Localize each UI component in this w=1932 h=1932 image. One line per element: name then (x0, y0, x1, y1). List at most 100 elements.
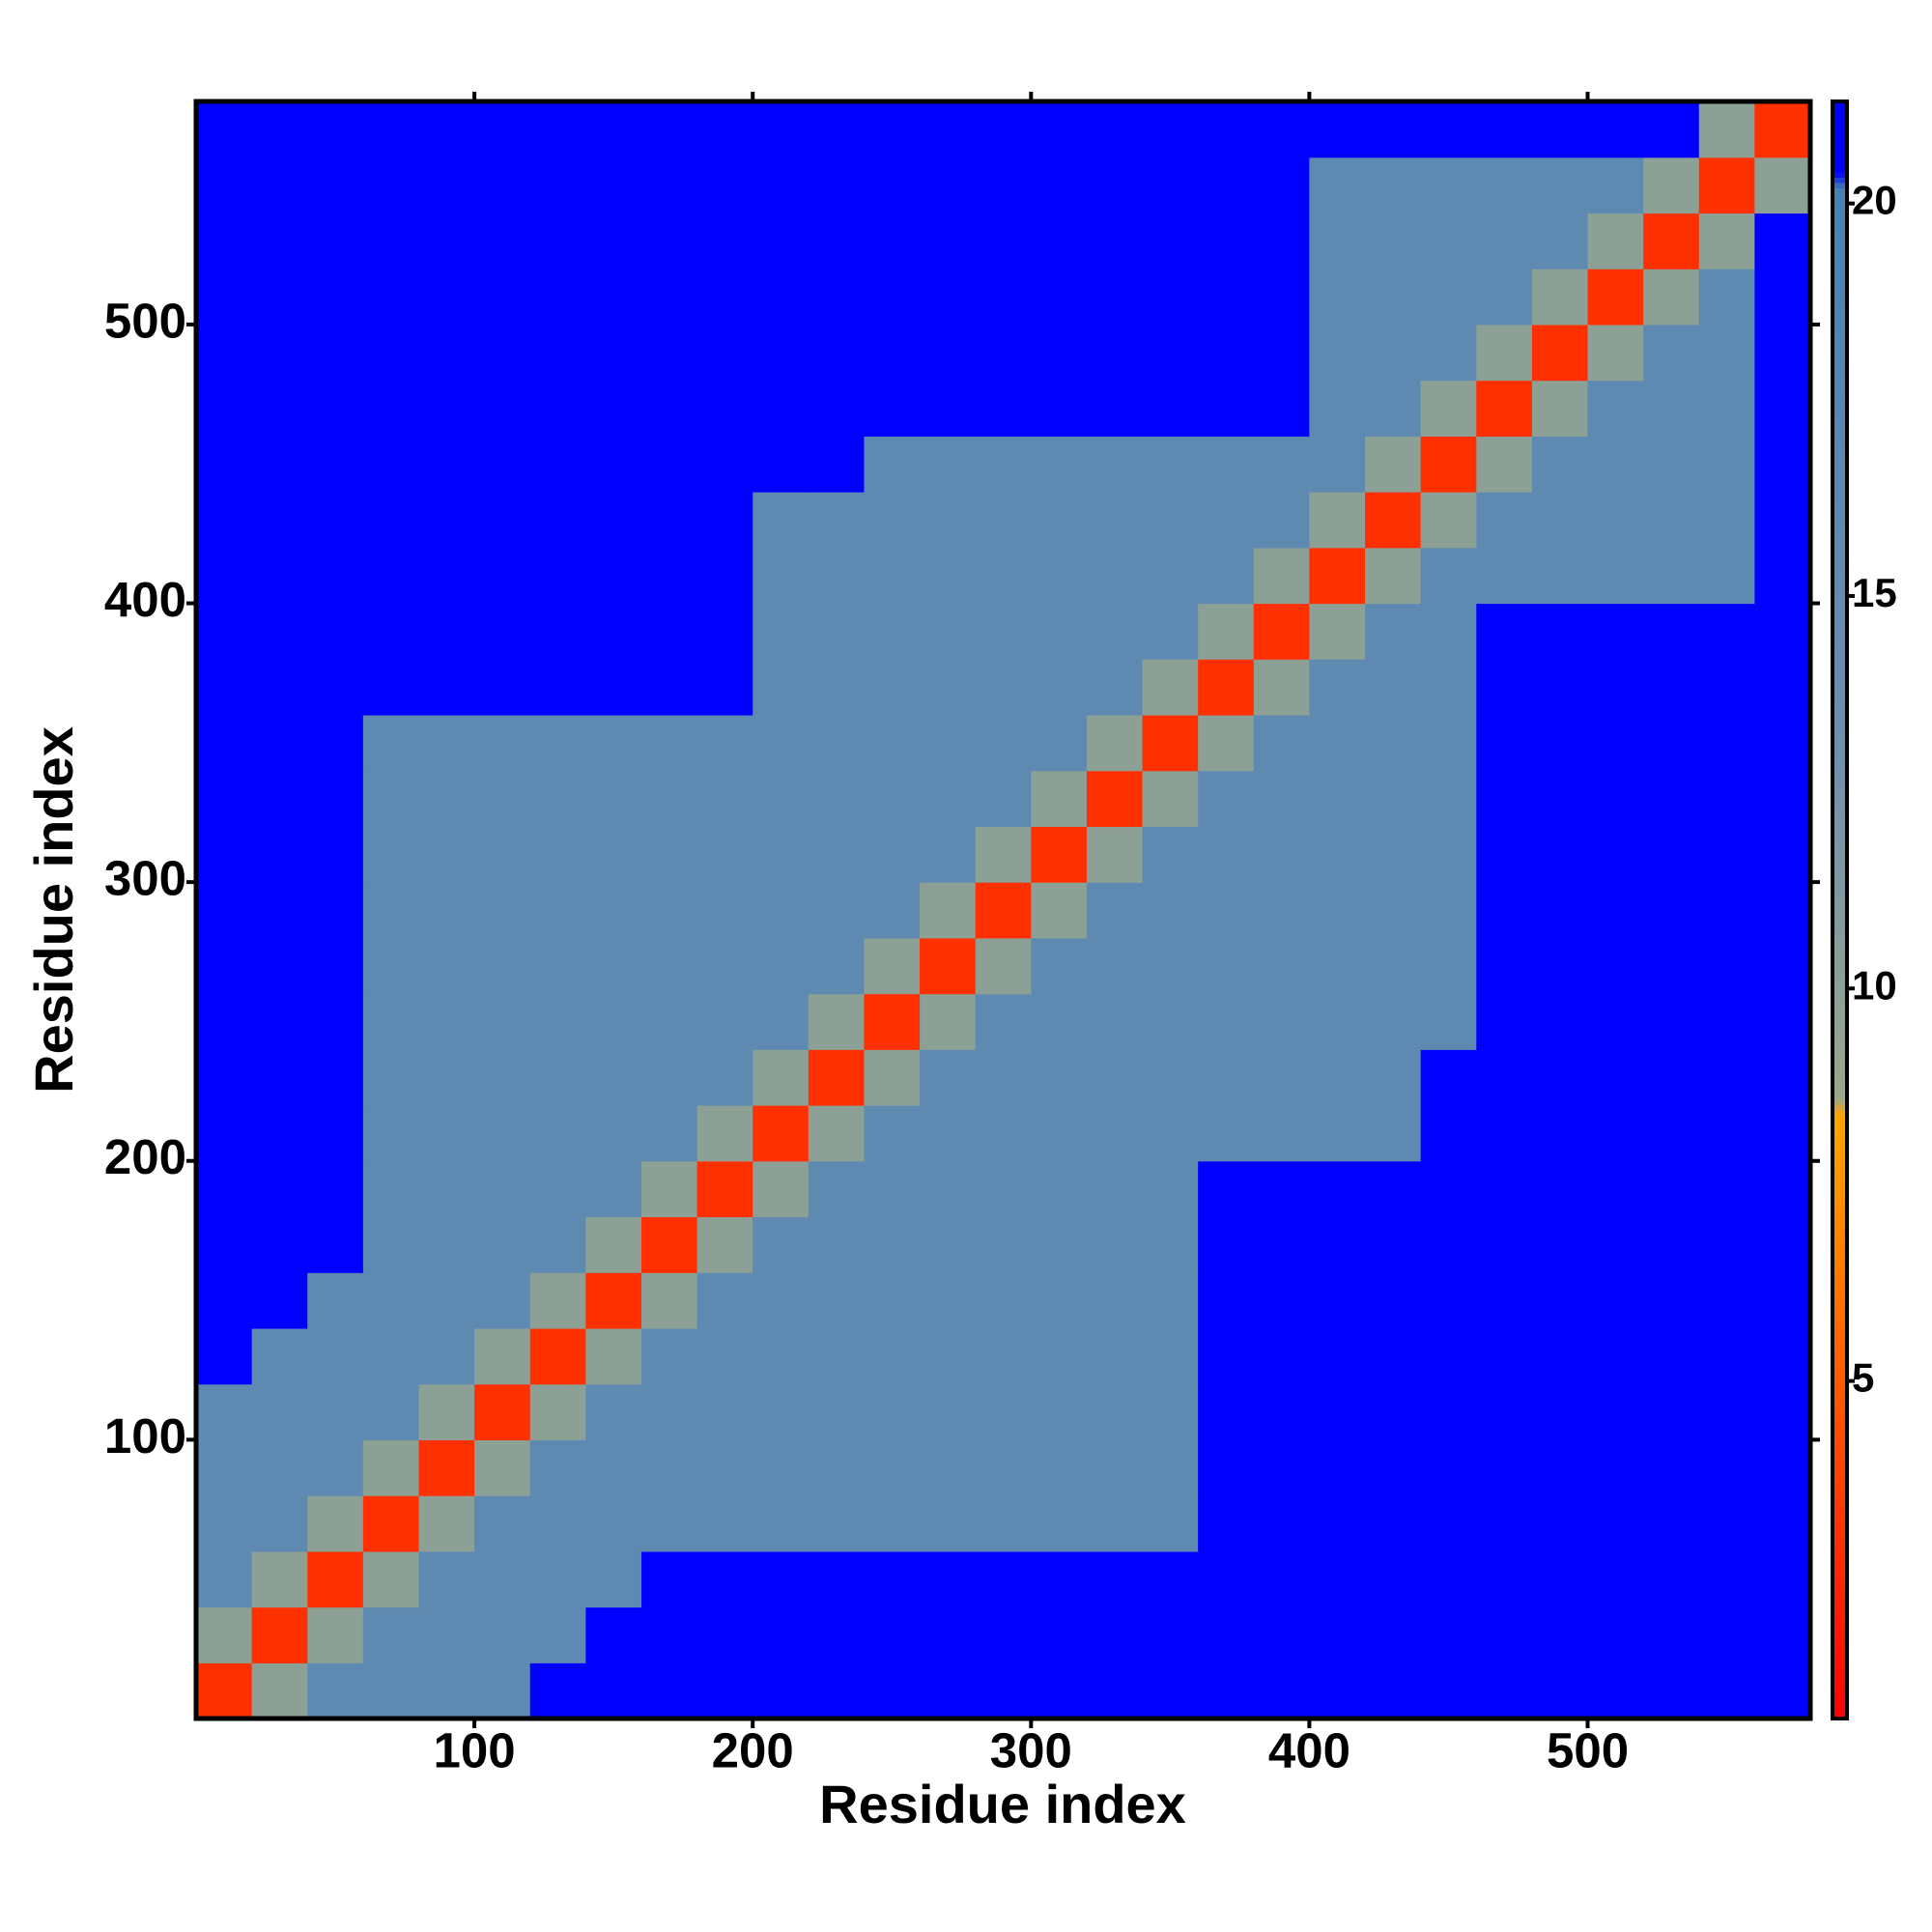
heatmap-cell (1698, 1439, 1755, 1496)
heatmap-cell (196, 380, 253, 437)
heatmap-cell (1309, 269, 1366, 326)
heatmap-cell (1643, 1662, 1700, 1719)
heatmap-cell (975, 1049, 1032, 1106)
colorbar-band (1833, 1642, 1847, 1650)
heatmap-cell (1698, 547, 1755, 605)
colorbar-band (1833, 332, 1847, 340)
heatmap-cell (307, 547, 364, 605)
colorbar-frame (1831, 99, 1849, 1720)
heatmap-cell (1643, 1049, 1700, 1106)
heatmap-cell (529, 993, 586, 1050)
heatmap-cell (1086, 380, 1144, 437)
heatmap-cell (1086, 1272, 1144, 1329)
heatmap-cell (1754, 269, 1811, 326)
heatmap-cell (196, 1216, 253, 1273)
colorbar-band (1833, 359, 1847, 367)
heatmap-cell (1420, 101, 1477, 158)
heatmap-cell (864, 993, 921, 1050)
colorbar-band (1833, 1487, 1847, 1493)
colorbar-band (1833, 764, 1847, 771)
heatmap-cell (1698, 826, 1755, 883)
heatmap-cell (808, 1383, 866, 1440)
colorbar-band (1833, 791, 1847, 798)
heatmap-cell (753, 1216, 810, 1273)
colorbar-band (1833, 1696, 1847, 1704)
colorbar-band (1833, 273, 1847, 280)
heatmap-cell (1253, 603, 1311, 660)
heatmap-cell (1142, 659, 1199, 716)
heatmap-cell (1365, 1272, 1422, 1329)
heatmap-cell (1198, 101, 1255, 158)
heatmap-cell (1698, 436, 1755, 493)
colorbar-band (1833, 1470, 1847, 1477)
heatmap-cell (585, 324, 642, 382)
heatmap-cell (529, 1606, 586, 1663)
heatmap-cell (418, 1105, 475, 1162)
heatmap-cell (1420, 659, 1477, 716)
heatmap-cell (975, 1550, 1032, 1608)
colorbar-band (1833, 1546, 1847, 1552)
heatmap-cell (529, 1160, 586, 1218)
colorbar-band (1833, 1017, 1847, 1024)
heatmap-cell (1754, 993, 1811, 1050)
heatmap-cell (1698, 492, 1755, 549)
heatmap-cell (1587, 882, 1644, 939)
heatmap-cell (975, 1327, 1032, 1385)
heatmap-cell (1420, 714, 1477, 772)
heatmap-cell (418, 324, 475, 382)
heatmap-cell (1086, 659, 1144, 716)
heatmap-cell (1698, 269, 1755, 326)
heatmap-cell (362, 1606, 420, 1663)
heatmap-cell (1309, 492, 1366, 549)
heatmap-cell (196, 156, 253, 214)
heatmap-cell (696, 156, 753, 214)
heatmap-cell (362, 993, 420, 1050)
heatmap-cell (1253, 770, 1311, 828)
colorbar-band (1833, 861, 1847, 868)
heatmap-cell (1253, 380, 1311, 437)
heatmap-cell (864, 1439, 921, 1496)
heatmap-cell (1531, 1495, 1589, 1552)
colorbar-band (1833, 484, 1847, 491)
heatmap-cell (753, 1550, 810, 1608)
heatmap-cell (196, 547, 253, 605)
colorbar-band (1833, 1416, 1847, 1423)
colorbar-band (1833, 457, 1847, 464)
heatmap-cell (474, 1383, 531, 1440)
colorbar-band (1833, 495, 1847, 501)
y-tick-label: 300 (104, 851, 186, 906)
heatmap-cell (808, 603, 866, 660)
heatmap-cell (1531, 1606, 1589, 1663)
heatmap-cell (1587, 1550, 1644, 1608)
heatmap-cell (975, 269, 1032, 326)
heatmap-cell (307, 1160, 364, 1218)
colorbar-band (1833, 1437, 1847, 1445)
heatmap-cell (362, 1495, 420, 1552)
heatmap-cell (1086, 1383, 1144, 1440)
heatmap-cell (920, 1216, 977, 1273)
heatmap-cell (362, 1383, 420, 1440)
heatmap-cell (975, 1160, 1032, 1218)
heatmap-cell (753, 770, 810, 828)
heatmap-cell (1587, 1383, 1644, 1440)
heatmap-cell (1142, 1049, 1199, 1106)
heatmap-cell (1031, 1495, 1088, 1552)
heatmap-cell (1643, 547, 1700, 605)
heatmap-cell (1476, 380, 1533, 437)
colorbar-band (1833, 230, 1847, 238)
colorbar-band (1833, 1351, 1847, 1358)
heatmap-cell (1365, 1105, 1422, 1162)
heatmap-cell (418, 547, 475, 605)
colorbar-band (1833, 785, 1847, 793)
heatmap-cell (1587, 993, 1644, 1050)
heatmap-cell (1198, 770, 1255, 828)
heatmap-cell (1031, 770, 1088, 828)
heatmap-cell (1086, 547, 1144, 605)
colorbar-band (1833, 812, 1847, 819)
colorbar-band (1833, 871, 1847, 879)
colorbar-band (1833, 731, 1847, 739)
heatmap-cell (1476, 156, 1533, 214)
colorbar-band (1833, 969, 1847, 976)
heatmap-cell (1420, 1216, 1477, 1273)
heatmap-cell (808, 1606, 866, 1663)
